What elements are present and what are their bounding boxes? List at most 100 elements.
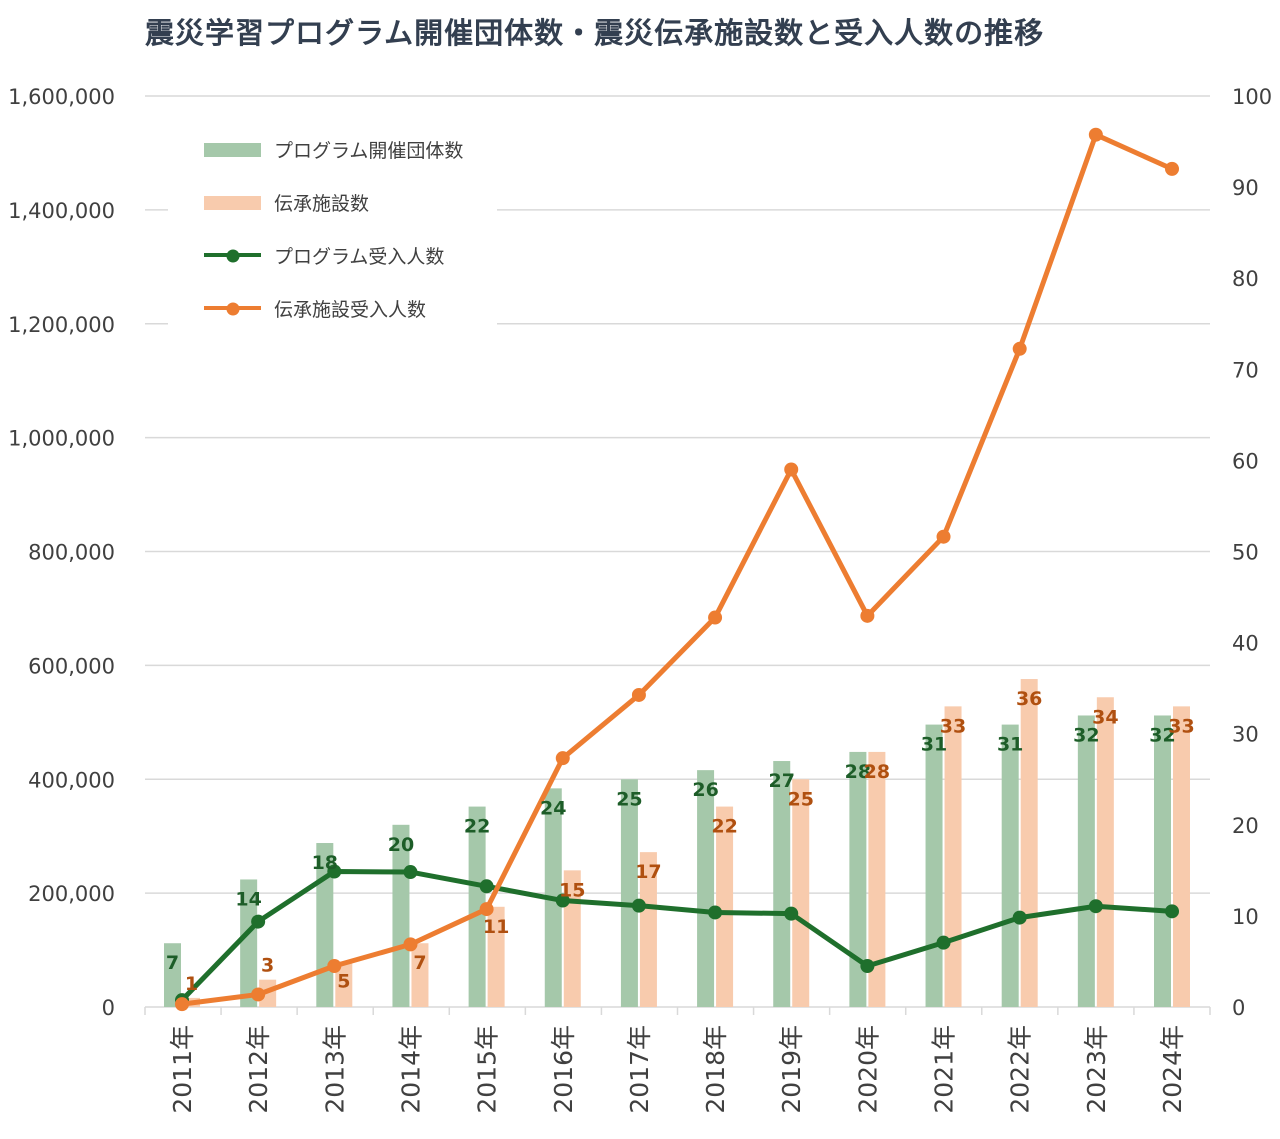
marker-program-visitors	[479, 879, 494, 894]
bar-value-label: 3	[261, 955, 274, 977]
right-axis-tick-label: 100	[1232, 85, 1272, 109]
x-axis-label: 2014年	[396, 1025, 425, 1114]
bar-facilities	[335, 961, 353, 1007]
bar-value-label: 28	[845, 761, 871, 783]
bar-value-label: 31	[921, 734, 947, 756]
bar-value-label: 31	[997, 734, 1023, 756]
left-axis-tick-label: 200,000	[28, 882, 115, 906]
right-axis-tick-label: 40	[1232, 632, 1259, 656]
bar-value-label: 11	[483, 916, 509, 938]
bar-value-label: 33	[1168, 715, 1194, 737]
bar-program-orgs	[697, 770, 715, 1007]
bar-value-label: 33	[940, 715, 966, 737]
marker-program-visitors	[251, 914, 266, 929]
marker-program-visitors	[784, 906, 799, 921]
marker-facility-visitors	[860, 608, 875, 623]
x-axis-label: 2024年	[1158, 1025, 1187, 1114]
bar-value-label: 28	[864, 761, 890, 783]
legend-item-facilities: 伝承施設数	[204, 189, 463, 216]
right-axis-tick-label: 50	[1232, 541, 1259, 565]
left-axis-tick-label: 400,000	[28, 768, 115, 792]
left-axis-tick-label: 1,600,000	[8, 85, 115, 109]
marker-program-visitors	[1088, 899, 1103, 914]
legend-label-program-orgs: プログラム開催団体数	[274, 140, 464, 162]
legend-label-facility-visitors: 伝承施設受入人数	[274, 299, 427, 321]
legend-item-facility-visitors: 伝承施設受入人数	[204, 295, 463, 322]
x-axis-label: 2019年	[777, 1025, 806, 1114]
marker-program-visitors	[860, 959, 875, 974]
x-axis-label: 2013年	[320, 1025, 349, 1114]
left-axis-tick-label: 1,000,000	[8, 427, 115, 451]
marker-facility-visitors	[175, 997, 189, 1012]
bar-value-label: 5	[337, 970, 350, 992]
marker-program-visitors	[936, 935, 951, 950]
right-axis-tick-label: 20	[1232, 814, 1259, 838]
bar-value-label: 15	[559, 879, 585, 901]
bar-value-label: 32	[1149, 724, 1175, 746]
bar-value-label: 17	[635, 861, 661, 883]
bar-facilities	[868, 751, 886, 1007]
bar-value-label: 24	[540, 797, 566, 819]
marker-facility-visitors	[403, 937, 418, 952]
bar-value-label: 18	[312, 852, 338, 874]
bar-value-label: 1	[185, 973, 198, 995]
bar-facilities	[944, 706, 962, 1007]
bar-program-orgs	[1154, 715, 1171, 1007]
right-axis-tick-label: 60	[1232, 449, 1259, 473]
bar-facilities	[1096, 697, 1114, 1007]
x-axis-label: 2016年	[549, 1025, 578, 1114]
marker-facility-visitors	[708, 610, 723, 625]
marker-program-visitors	[403, 865, 418, 880]
marker-facility-visitors	[555, 751, 570, 766]
bar-program-orgs	[240, 879, 258, 1007]
marker-facility-visitors	[251, 987, 266, 1002]
x-axis-label: 2021年	[930, 1025, 959, 1114]
bar-facilities	[639, 852, 657, 1007]
bar-program-orgs	[1001, 724, 1019, 1007]
bar-facilities	[411, 943, 429, 1007]
bar-value-label: 27	[769, 770, 795, 792]
legend-label-facilities: 伝承施設数	[274, 193, 370, 215]
right-axis-tick-label: 80	[1232, 267, 1259, 291]
line-facility-visitors	[179, 132, 1175, 1007]
marker-program-visitors	[555, 893, 570, 908]
x-axis-label: 2011年	[168, 1025, 197, 1114]
program-orgs-bar-swatch	[204, 142, 261, 157]
bar-value-label: 34	[1092, 706, 1118, 728]
left-axis-tick-label: 0	[102, 996, 115, 1020]
right-axis-tick-label: 0	[1232, 996, 1245, 1020]
right-axis-tick-label: 30	[1232, 723, 1259, 747]
bar-facilities	[716, 806, 734, 1007]
x-axis-label: 2020年	[853, 1025, 882, 1114]
chart-title: 震災学習プログラム開催団体数・震災伝承施設数と受入人数の推移	[145, 16, 1045, 50]
legend-label-program-visitors: プログラム受入人数	[274, 246, 445, 268]
bar-value-label: 22	[464, 816, 490, 838]
left-axis-tick-label: 600,000	[28, 654, 115, 678]
bar-value-label: 7	[166, 952, 179, 974]
legend: プログラム開催団体数 伝承施設数 プログラム受入人数 伝承施設受入人数	[168, 124, 498, 336]
bar-program-orgs	[468, 806, 486, 1007]
marker-program-visitors	[708, 905, 723, 920]
marker-facility-visitors	[631, 687, 646, 702]
x-axis-label: 2023年	[1082, 1025, 1111, 1114]
left-axis-tick-label: 1,200,000	[8, 313, 115, 337]
x-axis-label: 2022年	[1006, 1025, 1035, 1114]
bar-value-label: 20	[388, 834, 414, 856]
bar-value-label: 14	[235, 888, 261, 910]
marker-program-visitors	[327, 864, 342, 879]
legend-item-program-visitors: プログラム受入人数	[204, 242, 463, 269]
left-axis-tick-label: 1,400,000	[8, 199, 115, 223]
bar-program-orgs	[925, 724, 943, 1007]
bar-value-label: 32	[1073, 724, 1099, 746]
bar-program-orgs	[773, 761, 791, 1007]
bar-facilities	[1020, 679, 1038, 1007]
bar-program-orgs	[164, 943, 181, 1007]
marker-facility-visitors	[1165, 161, 1179, 176]
marker-facility-visitors	[1012, 341, 1027, 356]
bar-value-label: 25	[788, 788, 814, 810]
marker-facility-visitors	[1088, 127, 1103, 142]
marker-facility-visitors	[327, 959, 342, 974]
x-axis-label: 2018年	[701, 1025, 730, 1114]
